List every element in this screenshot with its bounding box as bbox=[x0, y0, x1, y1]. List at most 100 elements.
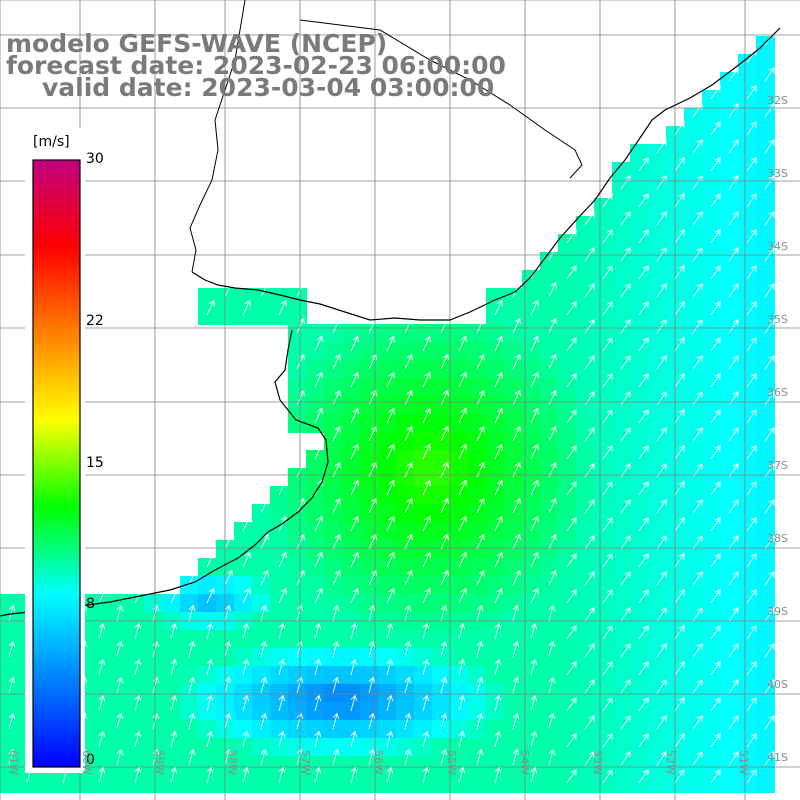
wind-arrow bbox=[566, 373, 577, 388]
wind-cell bbox=[522, 432, 541, 451]
wind-cell bbox=[342, 666, 361, 685]
wind-cell bbox=[432, 396, 451, 415]
wind-arrow bbox=[386, 443, 395, 460]
wind-arrow bbox=[314, 335, 323, 352]
wind-cell bbox=[540, 702, 559, 721]
wind-cell bbox=[414, 702, 433, 721]
wind-cell bbox=[342, 324, 361, 343]
wind-cell bbox=[756, 540, 775, 559]
wind-arrow bbox=[602, 445, 613, 460]
wind-arrow bbox=[764, 499, 775, 514]
wind-arrow bbox=[692, 643, 703, 658]
wind-cell bbox=[414, 666, 433, 685]
wind-cell bbox=[648, 594, 667, 613]
wind-cell bbox=[252, 774, 271, 793]
wind-arrow bbox=[260, 281, 269, 298]
wind-arrow bbox=[188, 748, 196, 766]
wind-cell bbox=[360, 450, 379, 469]
wind-cell bbox=[378, 540, 397, 559]
wind-cell bbox=[342, 738, 361, 757]
wind-cell bbox=[432, 504, 451, 523]
wind-cell bbox=[612, 504, 631, 523]
wind-cell bbox=[288, 558, 307, 577]
wind-arrow bbox=[548, 604, 556, 622]
wind-cell bbox=[558, 522, 577, 541]
wind-cell bbox=[306, 540, 325, 559]
wind-cell bbox=[252, 558, 271, 577]
wind-arrow bbox=[746, 409, 757, 424]
wind-cell bbox=[378, 702, 397, 721]
wind-cell bbox=[216, 702, 235, 721]
wind-cell bbox=[396, 450, 415, 469]
wind-cell bbox=[648, 630, 667, 649]
wind-cell bbox=[648, 396, 667, 415]
wind-arrow bbox=[584, 571, 595, 586]
wind-cell bbox=[612, 378, 631, 397]
wind-cell bbox=[594, 252, 613, 271]
wind-cell bbox=[324, 324, 343, 343]
wind-cell bbox=[414, 522, 433, 541]
wind-cell bbox=[486, 468, 505, 487]
wind-cell bbox=[180, 630, 199, 649]
wind-cell bbox=[414, 612, 433, 631]
wind-arrow bbox=[566, 661, 577, 676]
wind-cell bbox=[378, 648, 397, 667]
wind-cell bbox=[126, 648, 145, 667]
wind-cell bbox=[432, 594, 451, 613]
wind-arrow bbox=[620, 499, 631, 514]
wind-cell bbox=[702, 126, 721, 145]
wind-arrow bbox=[242, 730, 250, 748]
wind-cell bbox=[738, 378, 757, 397]
wind-cell bbox=[468, 774, 487, 793]
wind-arrow bbox=[764, 607, 775, 622]
wind-arrow bbox=[278, 551, 287, 568]
wind-cell bbox=[738, 450, 757, 469]
wind-arrow bbox=[422, 335, 431, 352]
wind-cell bbox=[108, 630, 127, 649]
wind-cell bbox=[666, 756, 685, 775]
wind-cell bbox=[306, 414, 325, 433]
wind-cell bbox=[324, 702, 343, 721]
wind-cell bbox=[612, 306, 631, 325]
wind-cell bbox=[648, 648, 667, 667]
wind-arrow bbox=[116, 748, 124, 766]
wind-cell bbox=[630, 144, 649, 163]
wind-cell bbox=[540, 486, 559, 505]
wind-arrow bbox=[692, 571, 703, 586]
wind-cell bbox=[306, 702, 325, 721]
wind-cell bbox=[378, 738, 397, 757]
latitude-label: 40S bbox=[767, 678, 788, 691]
wind-cell bbox=[648, 324, 667, 343]
wind-cell bbox=[558, 360, 577, 379]
wind-cell bbox=[288, 648, 307, 667]
wind-cell bbox=[720, 180, 739, 199]
wind-arrow bbox=[422, 730, 430, 748]
wind-arrow bbox=[764, 571, 775, 586]
wind-cell bbox=[468, 666, 487, 685]
wind-cell bbox=[414, 468, 433, 487]
wind-cell bbox=[360, 324, 379, 343]
wind-cell bbox=[648, 738, 667, 757]
wind-arrow bbox=[422, 371, 431, 388]
wind-arrow bbox=[134, 730, 142, 748]
wind-cell bbox=[162, 666, 181, 685]
wind-cell bbox=[198, 630, 217, 649]
wind-arrow bbox=[368, 604, 376, 622]
wind-arrow bbox=[404, 461, 413, 478]
wind-cell bbox=[684, 432, 703, 451]
wind-arrow bbox=[458, 479, 467, 496]
wind-cell bbox=[288, 414, 307, 433]
wind-cell bbox=[702, 108, 721, 127]
wind-cell bbox=[306, 558, 325, 577]
wind-cell bbox=[558, 684, 577, 703]
wind-cell bbox=[522, 360, 541, 379]
wind-cell bbox=[504, 432, 523, 451]
wind-cell bbox=[702, 738, 721, 757]
wind-cell bbox=[594, 360, 613, 379]
wind-cell bbox=[720, 198, 739, 217]
wind-cell bbox=[324, 684, 343, 703]
wind-cell bbox=[324, 360, 343, 379]
wind-arrow bbox=[404, 389, 413, 406]
wind-cell bbox=[270, 738, 289, 757]
